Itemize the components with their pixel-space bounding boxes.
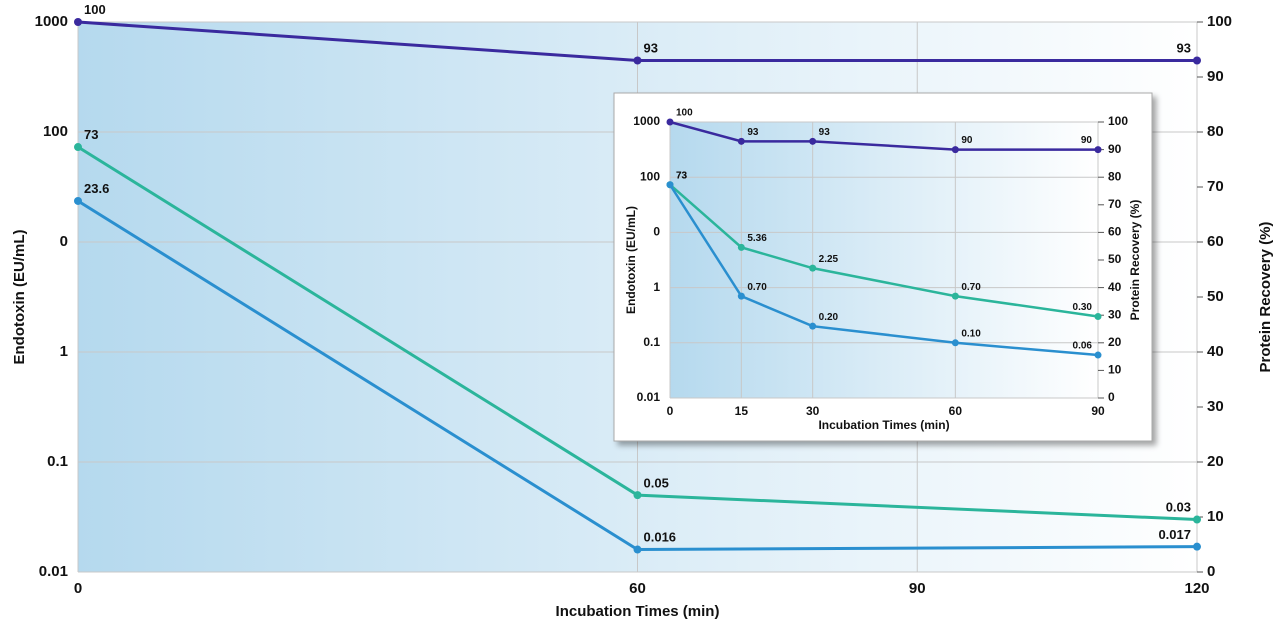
y2-tick-label: 80 bbox=[1207, 123, 1224, 140]
data-label: 0.016 bbox=[644, 530, 677, 545]
data-point bbox=[633, 491, 642, 500]
y2-tick-label: 60 bbox=[1207, 233, 1224, 250]
data-point bbox=[809, 322, 817, 330]
data-point bbox=[951, 292, 959, 300]
y2-tick-label: 40 bbox=[1207, 343, 1224, 360]
data-point bbox=[1094, 312, 1102, 320]
data-point bbox=[666, 118, 674, 126]
x-tick-label: 30 bbox=[806, 404, 820, 418]
y2-tick-label: 20 bbox=[1108, 335, 1122, 349]
data-label: 100 bbox=[84, 2, 106, 17]
y2-tick-label: 50 bbox=[1108, 252, 1122, 266]
plot-area bbox=[670, 122, 1098, 398]
y2-tick-label: 70 bbox=[1207, 178, 1224, 195]
x-axis-title: Incubation Times (min) bbox=[556, 603, 720, 620]
y-tick-label: 0 bbox=[653, 225, 660, 239]
x-tick-label: 0 bbox=[667, 404, 674, 418]
x-axis-title: Incubation Times (min) bbox=[818, 418, 949, 432]
data-label: 93 bbox=[747, 127, 759, 138]
x-tick-label: 120 bbox=[1184, 580, 1209, 597]
data-label: 73 bbox=[676, 170, 688, 181]
y2-tick-label: 20 bbox=[1207, 453, 1224, 470]
y2-tick-label: 40 bbox=[1108, 280, 1122, 294]
y-tick-label: 1 bbox=[60, 343, 68, 360]
data-point bbox=[809, 264, 817, 272]
y2-tick-label: 0 bbox=[1207, 563, 1215, 580]
data-label: 93 bbox=[644, 41, 658, 56]
y2-axis-title: Protein Recovery (%) bbox=[1257, 222, 1274, 373]
y2-axis-title: Protein Recovery (%) bbox=[1128, 200, 1142, 321]
data-point bbox=[633, 56, 642, 65]
y2-tick-label: 90 bbox=[1207, 68, 1224, 85]
data-point bbox=[74, 196, 82, 205]
data-label: 93 bbox=[1177, 41, 1191, 56]
y-tick-label: 1 bbox=[653, 280, 660, 294]
y2-tick-label: 10 bbox=[1207, 508, 1224, 525]
x-tick-label: 90 bbox=[1091, 404, 1105, 418]
y2-tick-label: 100 bbox=[1207, 13, 1232, 30]
data-point bbox=[1094, 146, 1102, 154]
data-label: 0.30 bbox=[1073, 302, 1093, 313]
x-tick-label: 60 bbox=[629, 580, 646, 597]
y2-tick-label: 30 bbox=[1108, 307, 1122, 321]
data-label: 73 bbox=[84, 127, 98, 142]
data-point bbox=[737, 243, 745, 251]
y-tick-label: 100 bbox=[43, 123, 68, 140]
y-tick-label: 1000 bbox=[35, 13, 68, 30]
data-label: 93 bbox=[819, 127, 831, 138]
data-label: 0.20 bbox=[819, 312, 839, 323]
x-tick-label: 0 bbox=[74, 580, 82, 597]
data-point bbox=[1193, 515, 1201, 524]
y2-tick-label: 90 bbox=[1108, 142, 1122, 156]
data-point bbox=[666, 181, 674, 189]
x-tick-label: 60 bbox=[949, 404, 963, 418]
data-point bbox=[1094, 351, 1102, 359]
y2-tick-label: 50 bbox=[1207, 288, 1224, 305]
y-axis-title: Endotoxin (EU/mL) bbox=[624, 206, 638, 314]
data-label: 0.05 bbox=[644, 475, 669, 490]
y2-tick-label: 80 bbox=[1108, 169, 1122, 183]
data-point bbox=[737, 292, 745, 300]
y-axis-title: Endotoxin (EU/mL) bbox=[11, 230, 28, 365]
data-label: 5.36 bbox=[747, 233, 767, 244]
data-label: 2.25 bbox=[819, 254, 839, 265]
x-tick-label: 15 bbox=[735, 404, 749, 418]
y2-tick-label: 30 bbox=[1207, 398, 1224, 415]
data-label: 0.10 bbox=[961, 328, 981, 339]
data-label: 90 bbox=[1081, 135, 1093, 146]
y2-tick-label: 10 bbox=[1108, 363, 1122, 377]
data-point bbox=[633, 545, 642, 554]
data-label: 0.70 bbox=[961, 282, 981, 293]
data-label: 0.017 bbox=[1158, 527, 1191, 542]
y2-tick-label: 60 bbox=[1108, 225, 1122, 239]
y2-tick-label: 100 bbox=[1108, 114, 1128, 128]
y2-tick-label: 70 bbox=[1108, 197, 1122, 211]
data-point bbox=[809, 137, 817, 145]
data-point bbox=[951, 339, 959, 347]
y-tick-label: 1000 bbox=[633, 114, 660, 128]
y-tick-label: 100 bbox=[640, 169, 660, 183]
data-label: 0.06 bbox=[1073, 341, 1093, 352]
y2-tick-label: 0 bbox=[1108, 390, 1115, 404]
data-point bbox=[74, 18, 82, 26]
data-label: 0.70 bbox=[747, 282, 767, 293]
data-point bbox=[74, 143, 82, 152]
data-point bbox=[737, 137, 745, 145]
data-point bbox=[1193, 56, 1201, 65]
y-tick-label: 0.01 bbox=[39, 563, 68, 580]
data-point bbox=[1193, 542, 1201, 551]
y-tick-label: 0 bbox=[60, 233, 68, 250]
data-label: 23.6 bbox=[84, 181, 109, 196]
y-tick-label: 0.1 bbox=[643, 335, 660, 349]
y-tick-label: 0.01 bbox=[637, 390, 661, 404]
data-label: 0.03 bbox=[1166, 500, 1191, 515]
x-tick-label: 90 bbox=[909, 580, 926, 597]
y-tick-label: 0.1 bbox=[47, 453, 68, 470]
data-label: 90 bbox=[961, 135, 973, 146]
data-label: 73 bbox=[676, 170, 688, 181]
data-label: 100 bbox=[676, 108, 693, 119]
data-point bbox=[951, 146, 959, 154]
